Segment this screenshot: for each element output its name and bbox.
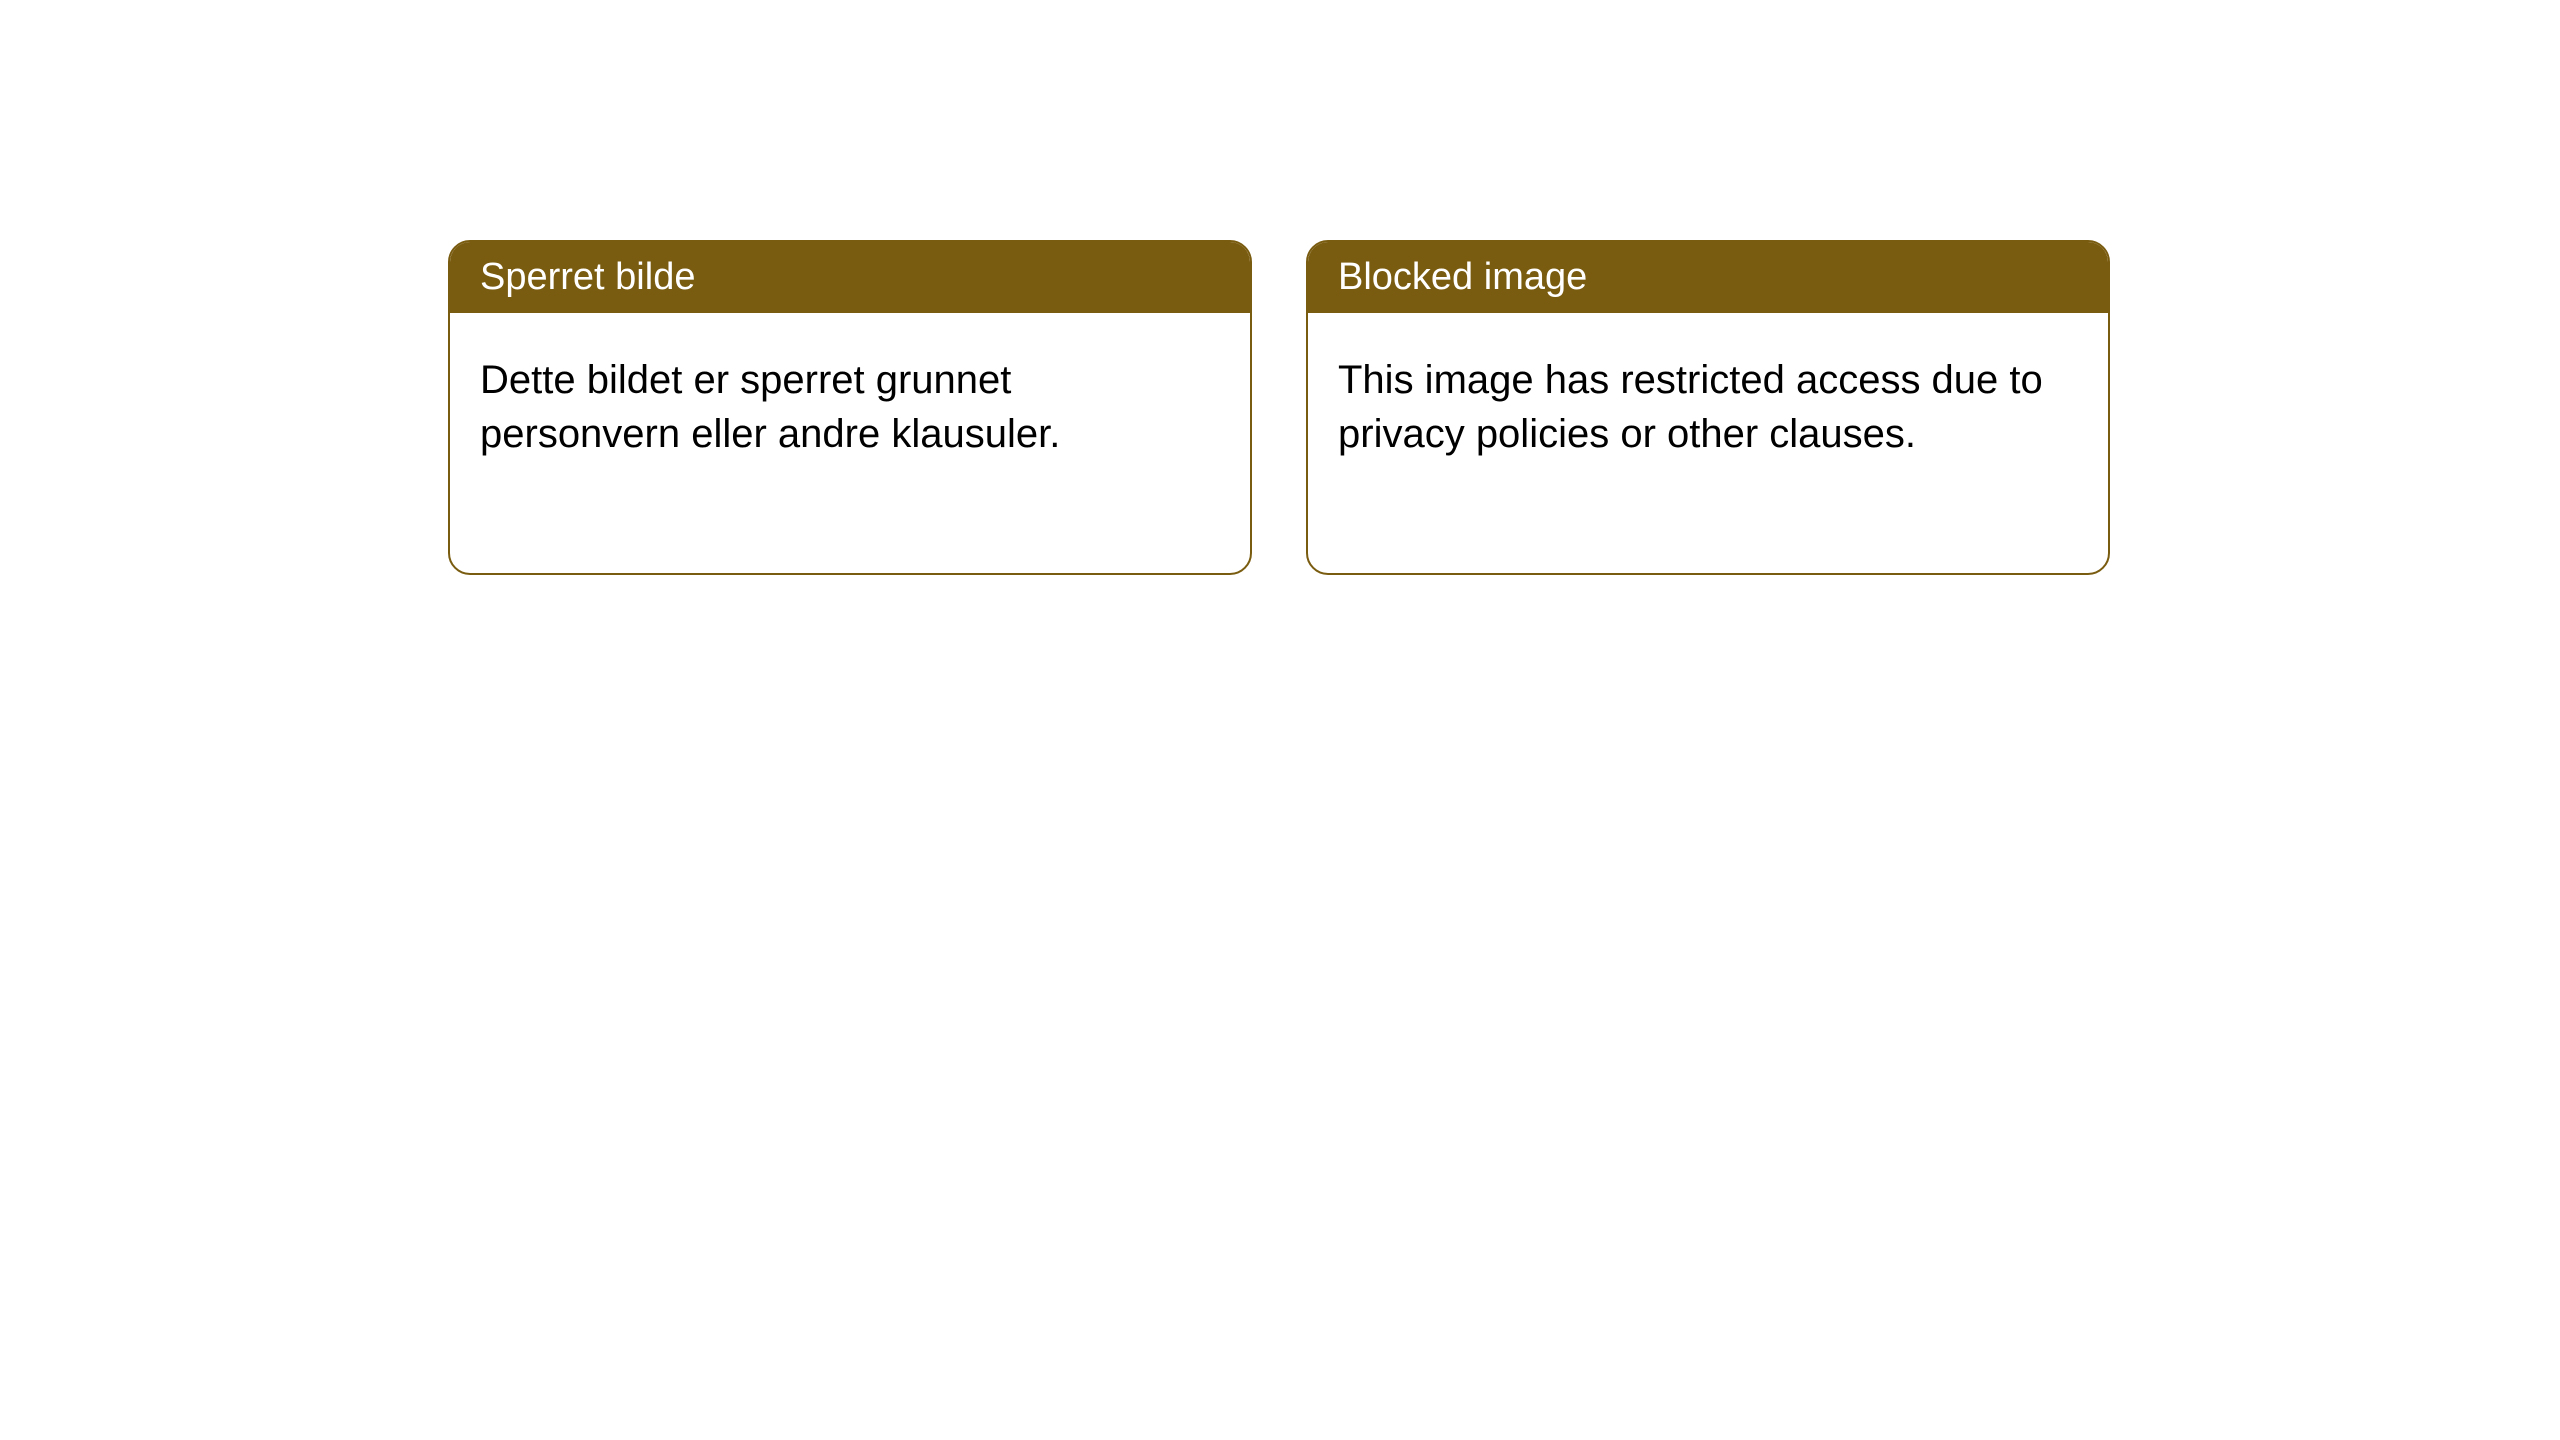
card-title: Blocked image [1308,242,2108,313]
card-body: This image has restricted access due to … [1308,313,2108,501]
notice-card-english: Blocked image This image has restricted … [1306,240,2110,575]
notice-container: Sperret bilde Dette bildet er sperret gr… [0,0,2560,575]
notice-card-norwegian: Sperret bilde Dette bildet er sperret gr… [448,240,1252,575]
card-title: Sperret bilde [450,242,1250,313]
card-body: Dette bildet er sperret grunnet personve… [450,313,1250,501]
